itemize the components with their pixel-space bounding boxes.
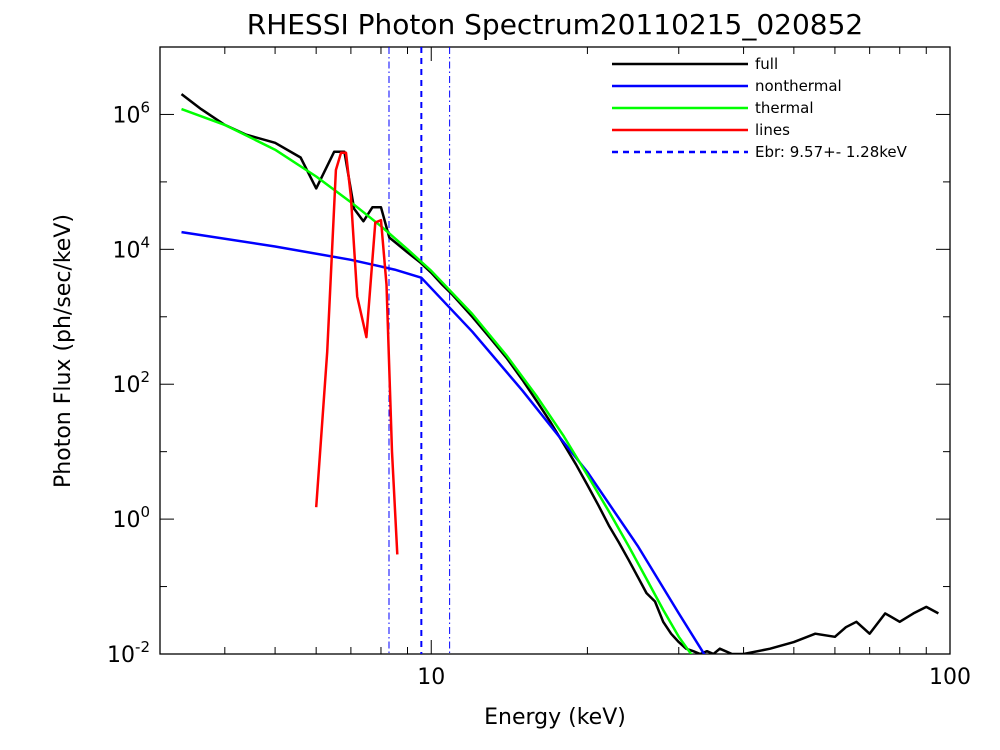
series-line-full [180,93,939,654]
x-tick-label: 10 [417,665,445,690]
vertical-lines [388,47,451,654]
series-lines [180,93,939,654]
legend-label: full [755,55,778,73]
plot-frame [159,46,951,655]
legend-label: lines [755,121,790,139]
x-tick-label: 100 [929,665,971,690]
x-axis-label: Energy (keV) [484,705,626,730]
series-line-nonthermal [181,230,706,654]
y-tick-label: 10-2 [107,638,150,668]
legend-label: Ebr: 9.57+- 1.28keV [755,143,908,161]
legend: full nonthermal thermal lines Ebr: 9.57+- 1.… [612,55,908,161]
legend-label: nonthermal [755,77,842,95]
y-tick-label: 102 [112,368,150,398]
series-line-lines [314,151,399,555]
y-tick-label: 104 [112,233,150,263]
y-tick-label: 106 [112,98,150,128]
series-line-thermal [181,107,693,654]
y-tick-label: 100 [112,503,150,533]
y-axis-label: Photon Flux (ph/sec/keV) [51,214,76,488]
axis-ticks: 10 100 10-2 100 102 104 106 [107,46,971,690]
chart-title: RHESSI Photon Spectrum20110215_020852 [247,8,864,41]
legend-label: thermal [755,99,814,117]
